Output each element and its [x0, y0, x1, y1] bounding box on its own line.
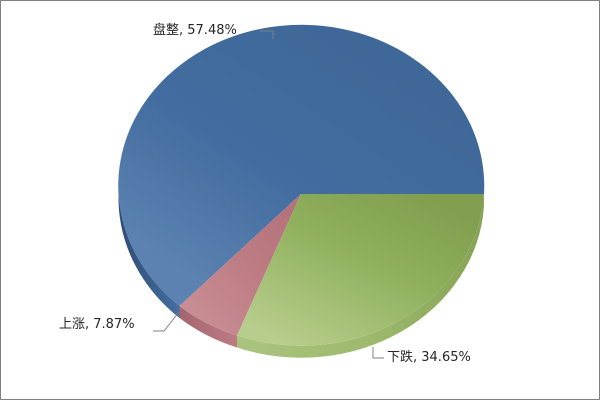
slice-panzheng-side [118, 188, 180, 318]
slice-panzheng-top [118, 24, 485, 306]
leader-line-shangzhang [153, 311, 180, 332]
leader-line-panzheng [260, 30, 274, 39]
slice-label-xiadie: 下跌, 34.65% [387, 350, 471, 365]
slice-shangzhang-side [179, 306, 237, 348]
slice-shangzhang-top [179, 194, 301, 336]
leader-line-xiadie [372, 347, 384, 359]
slice-label-panzheng: 盘整, 57.48% [153, 23, 237, 38]
slice-xiadie-top [237, 194, 484, 346]
slice-xiadie-side [237, 194, 484, 358]
slice-label-shangzhang: 上涨, 7.87% [59, 317, 135, 332]
